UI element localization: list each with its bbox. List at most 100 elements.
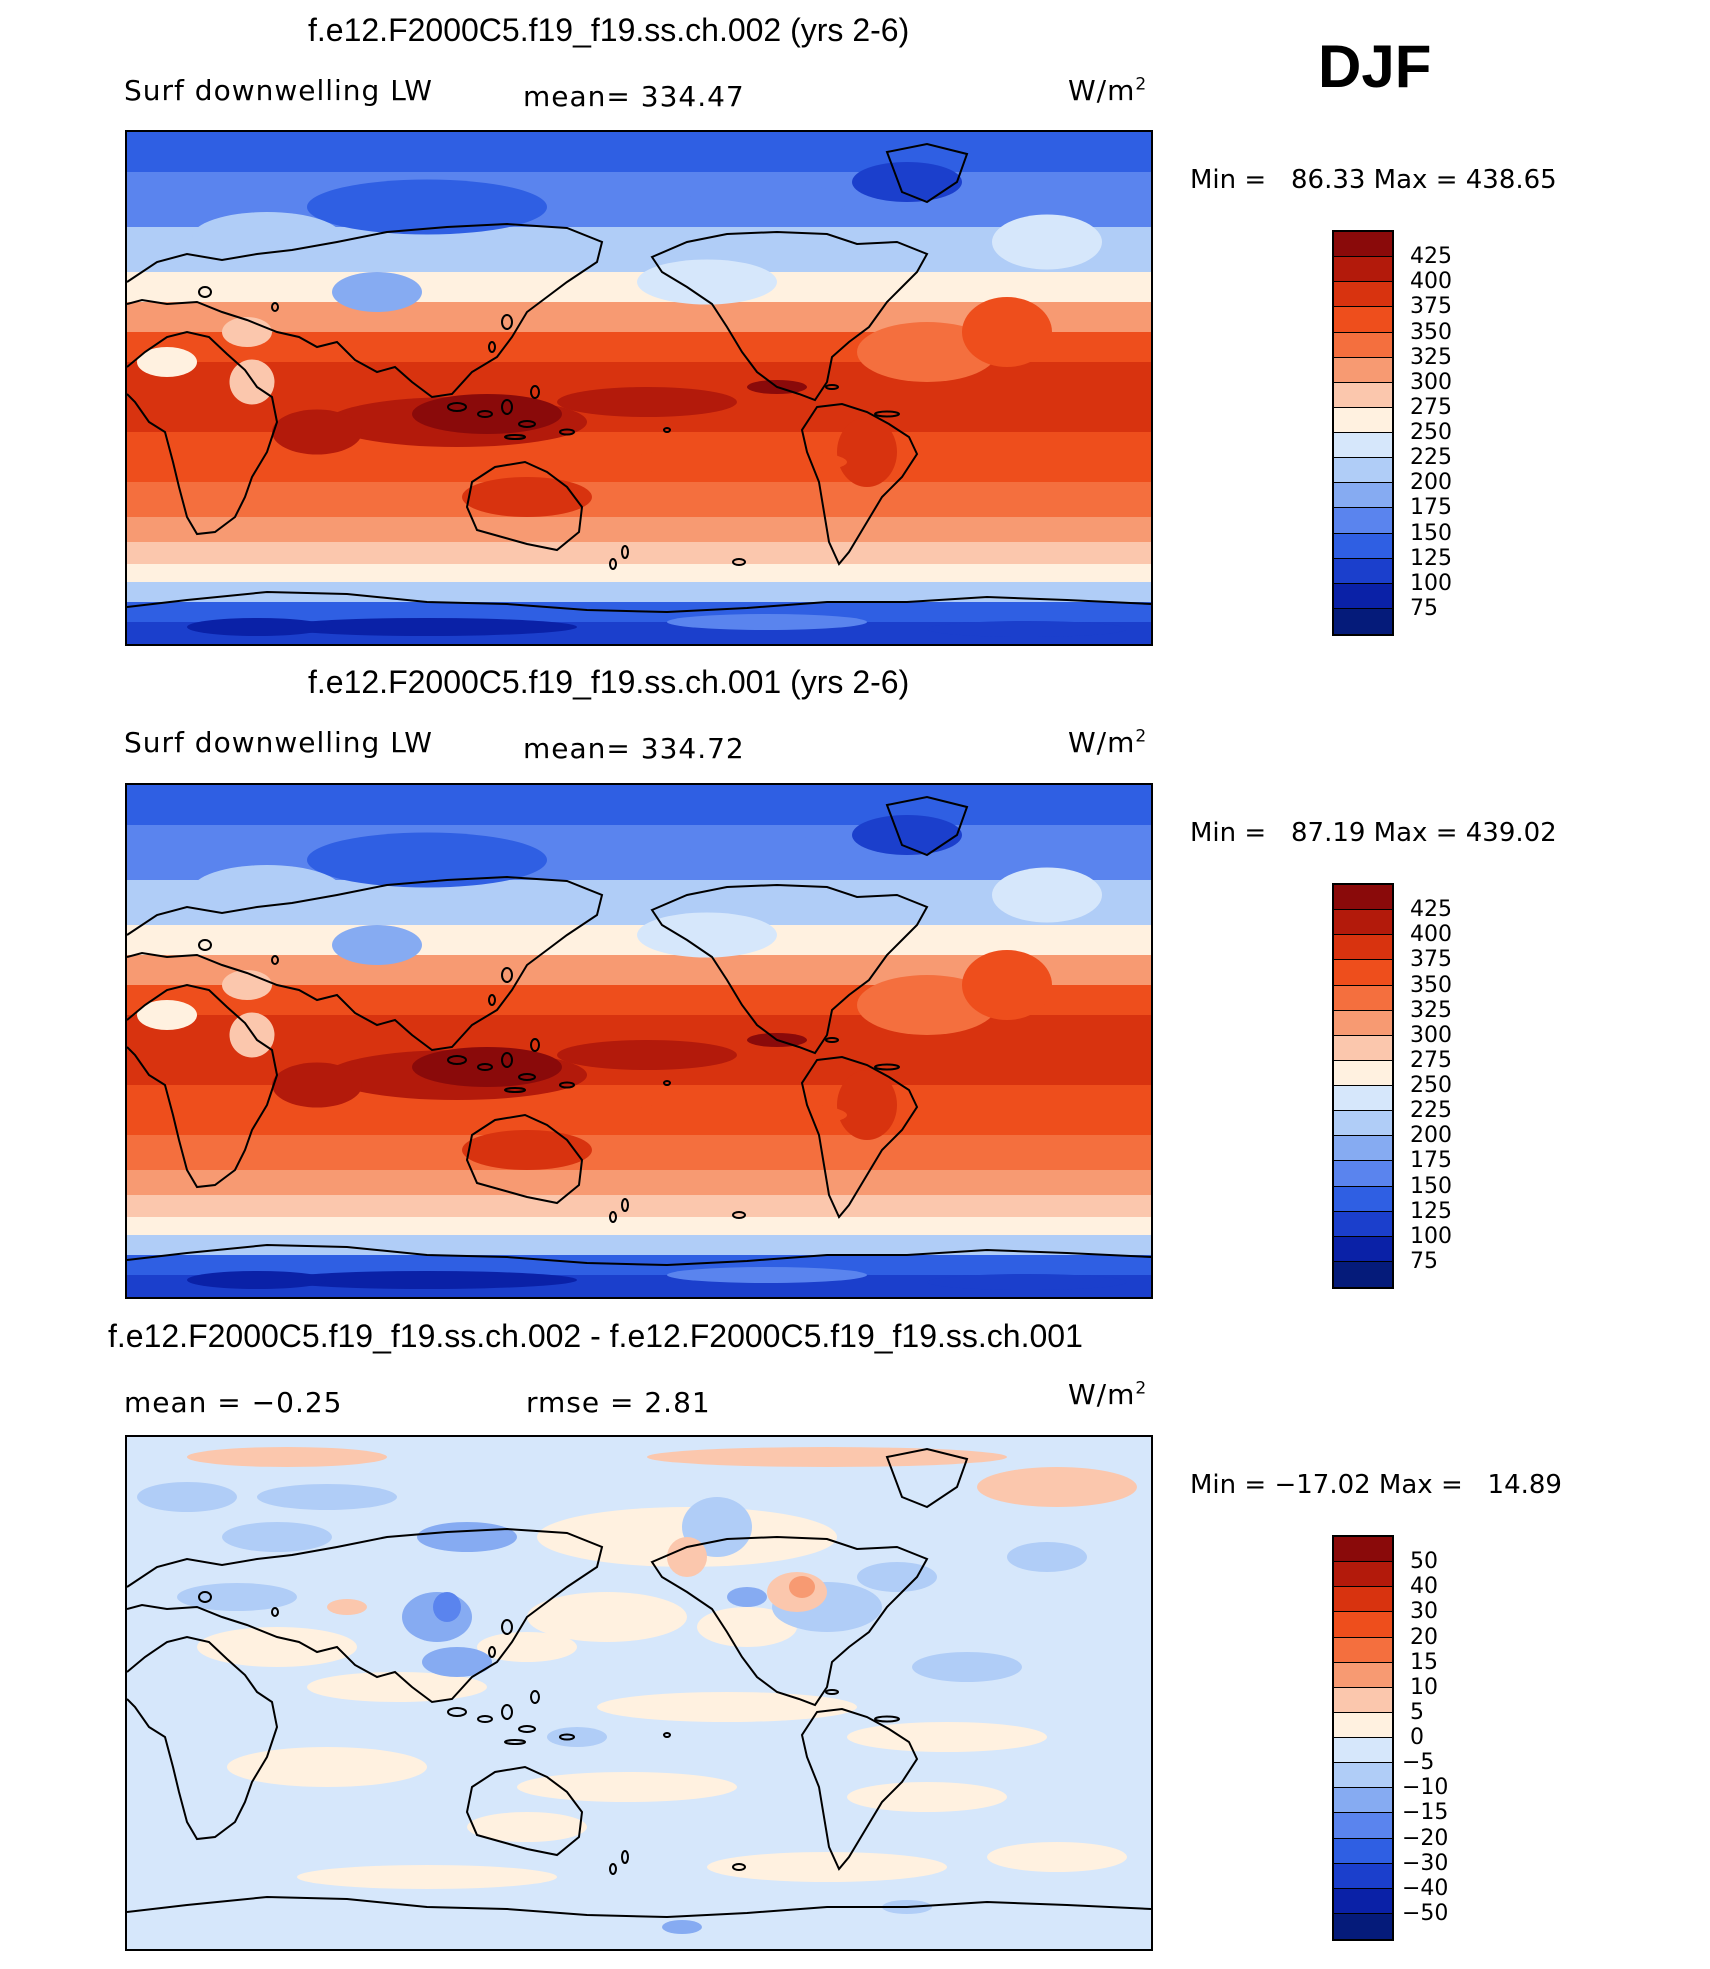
field-band — [127, 785, 1151, 825]
field-band — [127, 1195, 1151, 1217]
colorbar-swatch — [1334, 1562, 1392, 1588]
colorbar-swatch — [1334, 483, 1392, 509]
coastline — [127, 875, 604, 1052]
colorbar-tick-label: 20 — [1410, 1624, 1438, 1650]
field-blob — [229, 359, 275, 405]
colorbar-swatch — [1334, 1662, 1392, 1688]
island — [530, 1038, 540, 1052]
island — [825, 1689, 839, 1695]
field-blob — [847, 1782, 1007, 1812]
colorbar-tick-label: 50 — [1410, 1549, 1438, 1575]
field-blob — [332, 925, 422, 965]
colorbar-swatch — [1334, 1838, 1392, 1864]
field-blob — [332, 272, 422, 312]
colorbar-tick-label: 150 — [1410, 1173, 1452, 1199]
field-band — [127, 1170, 1151, 1195]
colorbar-tick-label: 225 — [1410, 445, 1452, 471]
colorbar-swatch — [1334, 1010, 1392, 1036]
colorbar-swatch — [1334, 1587, 1392, 1613]
colorbar-labels: 425 400 375 350 325 300 275 250 225 200 175 150 125 1… — [1410, 230, 1490, 636]
field-blob — [277, 618, 577, 636]
field-blob — [962, 950, 1052, 1020]
field-blob — [962, 297, 1052, 367]
colorbar-swatch — [1334, 1863, 1392, 1889]
island — [447, 402, 467, 412]
colorbar-tick-label: 375 — [1410, 947, 1452, 973]
island — [518, 1073, 536, 1081]
colorbar-tick-label: 200 — [1410, 470, 1452, 496]
island — [518, 420, 536, 428]
colorbar-swatch — [1334, 1612, 1392, 1638]
coastline — [127, 222, 604, 399]
island — [477, 410, 493, 418]
field-blob — [187, 1271, 327, 1289]
colorbar-tick-label: 10 — [1410, 1674, 1438, 1700]
field-blob — [647, 1447, 1007, 1467]
field-blob — [557, 1040, 737, 1070]
island — [447, 1707, 467, 1717]
field-band — [127, 542, 1151, 564]
min-max-label: Min = 86.33 Max = 438.65 — [1190, 165, 1557, 195]
field-blob — [307, 1672, 487, 1702]
min-max-label: Min = 87.19 Max = 439.02 — [1190, 818, 1557, 848]
coastline — [127, 1527, 604, 1704]
field-band — [127, 1135, 1151, 1170]
colorbar-tick-label: 15 — [1410, 1649, 1438, 1675]
field-map — [127, 132, 1151, 644]
field-blob — [327, 1599, 367, 1615]
island — [825, 1037, 839, 1043]
colorbar-swatch — [1334, 332, 1392, 358]
field-blob — [527, 1592, 687, 1642]
field-blob — [852, 162, 962, 202]
colorbar-labels: 50 40 30 20 15 10 5 0 −5 −10 −15 −20 −30 −40 −50 — [1402, 1535, 1490, 1941]
field-blob — [227, 1747, 427, 1787]
colorbar-swatch — [1334, 508, 1392, 534]
field-band — [127, 482, 1151, 517]
coastline — [127, 590, 1151, 614]
colorbar-swatch — [1334, 1086, 1392, 1112]
colorbar-tick-label: 325 — [1410, 997, 1452, 1023]
colorbar-tick-label: 350 — [1410, 319, 1452, 345]
colorbar-tick-label: 0 — [1410, 1725, 1424, 1750]
field-blob — [222, 317, 272, 347]
colorbar-tick-label: 5 — [1410, 1699, 1424, 1725]
island — [501, 399, 513, 415]
field-blob — [277, 1271, 577, 1289]
colorbar-swatch — [1334, 1186, 1392, 1212]
field-blob — [137, 347, 197, 377]
coastline — [650, 230, 929, 402]
field-blob — [857, 322, 997, 382]
coastline — [465, 460, 584, 552]
island — [447, 1055, 467, 1065]
island — [609, 1863, 617, 1875]
colorbar-swatch — [1334, 960, 1392, 986]
island — [488, 1646, 496, 1658]
island — [732, 558, 746, 566]
colorbar-tick-label: −15 — [1402, 1800, 1449, 1826]
field-blob — [987, 1842, 1127, 1872]
field-blob — [422, 1647, 492, 1677]
island — [271, 302, 279, 312]
coastlines — [127, 142, 1151, 614]
field-blob — [462, 477, 592, 517]
field-map — [127, 785, 1151, 1297]
coastline — [650, 1535, 929, 1707]
mean-label: mean= 334.72 — [523, 732, 745, 765]
field-blob — [137, 1000, 197, 1030]
island — [501, 1704, 513, 1720]
field-blob — [433, 1592, 461, 1622]
coastline — [885, 795, 969, 857]
colorbar-swatch — [1334, 1035, 1392, 1061]
island — [488, 341, 496, 353]
colorbar-swatch — [1334, 232, 1392, 258]
field-blob — [992, 214, 1102, 270]
island — [504, 1087, 526, 1093]
colorbar-swatch — [1334, 407, 1392, 433]
colorbar-tick-label: 30 — [1410, 1599, 1438, 1625]
variable-label: Surf downwelling LW — [124, 726, 433, 759]
field-blob — [1007, 1542, 1087, 1572]
field-blob — [927, 621, 1127, 637]
colorbar-swatch — [1334, 1211, 1392, 1237]
colorbar-tick-label: 150 — [1410, 520, 1452, 546]
colorbar-swatch — [1334, 1236, 1392, 1262]
